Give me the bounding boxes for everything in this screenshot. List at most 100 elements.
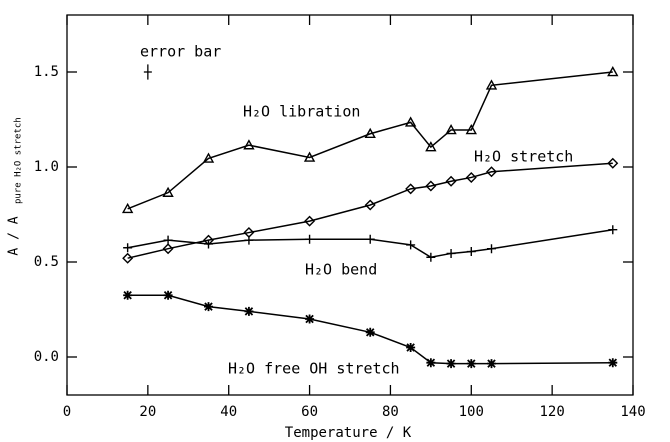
plus <box>365 234 375 244</box>
triangle <box>364 127 376 139</box>
marker <box>163 235 173 245</box>
plus <box>426 252 436 262</box>
marker <box>487 244 496 254</box>
triangle <box>121 202 134 214</box>
error-bar-label: error bar <box>140 43 221 61</box>
marker <box>465 171 477 183</box>
x-tick-label: 0 <box>63 404 71 420</box>
plus <box>406 240 416 250</box>
triangle <box>162 186 174 197</box>
x-tick-label: 80 <box>382 404 399 420</box>
marker <box>364 127 376 139</box>
marker <box>406 240 416 250</box>
marker <box>487 359 496 369</box>
series-line <box>127 162 613 259</box>
marker <box>607 157 619 169</box>
series-label: H₂O free OH stretch <box>228 360 400 378</box>
series-line <box>127 71 613 210</box>
marker <box>305 234 315 244</box>
plus <box>466 247 476 257</box>
x-tick-label: 40 <box>220 404 237 420</box>
plus <box>123 243 133 253</box>
asterisk <box>426 358 436 368</box>
asterisk <box>466 359 476 369</box>
marker <box>404 116 417 127</box>
diamond <box>445 175 457 187</box>
asterisk <box>406 343 416 352</box>
triangle <box>303 151 316 162</box>
asterisk <box>365 327 375 337</box>
triangle <box>425 141 437 152</box>
marker <box>243 139 255 150</box>
x-tick-label: 140 <box>620 404 645 420</box>
asterisk <box>487 359 496 369</box>
marker <box>304 215 316 227</box>
y-axis-label-group: A / A pure H₂O stretch <box>7 117 24 255</box>
marker <box>365 234 375 244</box>
asterisk <box>244 306 254 316</box>
triangle <box>202 152 215 163</box>
marker <box>426 252 436 262</box>
marker <box>425 180 437 192</box>
asterisk <box>163 290 173 300</box>
y-tick-label: 0.0 <box>34 349 59 365</box>
marker <box>607 66 619 77</box>
diamond <box>364 199 376 211</box>
marker <box>446 359 456 369</box>
triangle <box>465 124 477 135</box>
diamond <box>405 183 417 195</box>
series-label: H₂O libration <box>243 103 360 121</box>
marker <box>485 79 498 90</box>
plus <box>163 235 173 245</box>
asterisk <box>608 358 618 368</box>
marker <box>123 290 133 300</box>
diamond <box>162 243 174 255</box>
plus <box>305 234 315 244</box>
marker <box>465 124 477 135</box>
triangle <box>404 116 417 127</box>
y-tick-label: 1.0 <box>34 159 59 175</box>
marker <box>364 199 376 211</box>
marker <box>486 166 497 178</box>
marker <box>162 243 174 255</box>
plus <box>487 244 496 254</box>
marker <box>406 343 416 352</box>
marker <box>204 239 213 249</box>
marker <box>162 186 174 197</box>
marker <box>365 327 375 337</box>
marker <box>608 358 618 368</box>
marker <box>204 302 213 312</box>
plus <box>244 235 254 245</box>
diamond <box>304 215 316 227</box>
marker <box>163 290 173 300</box>
x-axis-label: Temperature / K <box>285 425 412 441</box>
asterisk <box>123 290 133 300</box>
marker <box>405 183 417 195</box>
series-label: H₂O bend <box>305 261 377 279</box>
asterisk <box>305 314 315 324</box>
triangle <box>607 66 619 77</box>
diamond <box>607 157 619 169</box>
x-tick-label: 20 <box>139 404 156 420</box>
marker <box>303 151 316 162</box>
x-tick-label: 120 <box>539 404 564 420</box>
marker <box>426 358 436 368</box>
x-tick-label: 100 <box>459 404 484 420</box>
plus <box>446 248 456 258</box>
plus <box>204 239 213 249</box>
triangle <box>485 79 498 90</box>
diamond <box>425 180 437 192</box>
y-axis-label-sub: pure H₂O stretch <box>14 117 24 204</box>
plus <box>608 225 618 235</box>
triangle <box>445 124 457 135</box>
marker <box>244 235 254 245</box>
series-label: H₂O stretch <box>474 148 573 166</box>
marker <box>123 243 133 253</box>
marker <box>445 175 457 187</box>
marker <box>425 141 437 152</box>
marker <box>122 252 134 264</box>
diamond <box>486 166 497 178</box>
x-tick-label: 60 <box>301 404 318 420</box>
marker <box>121 202 134 214</box>
